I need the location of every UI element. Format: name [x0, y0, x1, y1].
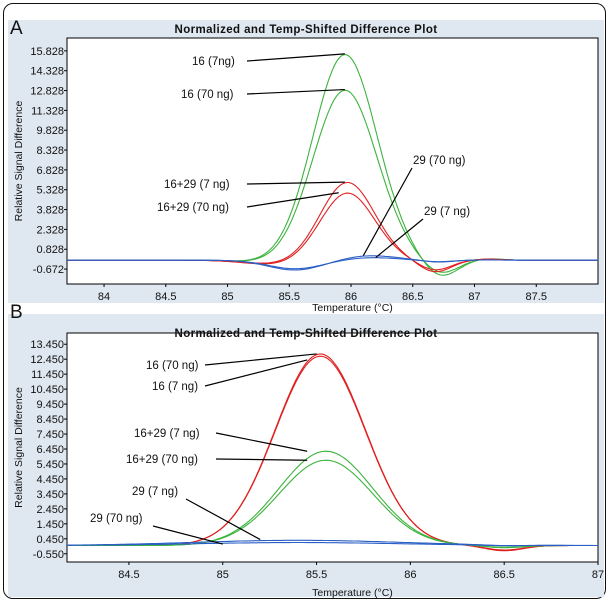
y-tick-label: 0.450: [36, 534, 64, 546]
annotation-label: 16+29 (7 ng): [134, 428, 200, 440]
y-tick-label: 1.450: [36, 519, 64, 531]
x-tick-label: 85: [221, 291, 233, 303]
y-axis-label: Relative Signal Difference: [13, 387, 25, 508]
y-tick-label: 4.450: [36, 474, 64, 486]
annotation-connector: [375, 218, 424, 259]
annotation-connector: [246, 88, 345, 95]
annotation-connector: [246, 192, 339, 208]
y-tick-label: 2.450: [36, 504, 64, 516]
y-tick-label: 3.450: [36, 489, 64, 501]
y-tick-label: 5.450: [36, 459, 64, 471]
x-tick-label: 87.5: [526, 291, 547, 303]
x-tick-label: 84.5: [155, 291, 176, 303]
y-tick-label: 9.828: [36, 125, 64, 137]
y-tick-label: 6.450: [36, 444, 64, 456]
y-tick-label: 3.828: [36, 205, 64, 217]
x-tick-label: 87: [592, 569, 604, 581]
annotation-label: 16 (70 ng): [146, 360, 199, 372]
y-tick-label: 6.828: [36, 165, 64, 177]
annotation-connector: [215, 458, 308, 461]
y-tick-label: -0.672: [33, 264, 64, 276]
y-tick-label: -0.550: [33, 549, 64, 561]
x-tick-label: 84.5: [118, 569, 139, 581]
y-tick-label: 0.828: [36, 244, 64, 256]
y-tick-label: 10.450: [30, 384, 64, 396]
panel-b-letter: B: [10, 302, 23, 323]
y-tick-label: 7.450: [36, 429, 64, 441]
y-tick-label: 14.328: [30, 66, 64, 78]
annotation-label: 16+29 (70 ng): [157, 202, 229, 214]
series-line-6: [67, 541, 598, 547]
x-tick-label: 86: [345, 291, 357, 303]
x-axis-label: Temperature (°C): [312, 302, 393, 314]
annotation-label: 16+29 (70 ng): [126, 454, 198, 466]
y-tick-label: 13.450: [30, 339, 64, 351]
x-axis-label: Temperature (°C): [312, 587, 393, 599]
plot-area: [66, 332, 599, 563]
annotation-label: 29 (7 ng): [132, 486, 178, 498]
y-tick-label: 8.450: [36, 414, 64, 426]
y-tick-label: 11.328: [31, 105, 64, 117]
annotation-label: 29 (7 ng): [424, 206, 470, 218]
x-tick-label: 86.5: [493, 569, 514, 581]
annotation-connector: [246, 53, 345, 62]
y-tick-label: 15.828: [30, 46, 64, 58]
annotation-connector: [215, 432, 308, 452]
annotation-label: 16 (7 ng): [152, 381, 198, 393]
series-line-6: [67, 257, 598, 270]
y-tick-label: 2.328: [36, 224, 64, 236]
annotation-label: 16+29 (7 ng): [164, 179, 230, 191]
y-axis-label: Relative Signal Difference: [13, 101, 25, 222]
series-line-4: [67, 459, 598, 548]
figure-frame: [3, 3, 606, 599]
annotation-connector: [185, 498, 261, 541]
x-tick-label: 84: [98, 291, 110, 303]
x-tick-label: 85: [217, 569, 229, 581]
y-tick-label: 12.450: [30, 354, 64, 366]
annotation-connector: [204, 359, 308, 387]
x-tick-label: 86.5: [402, 291, 423, 303]
annotation-label: 16 (7ng): [192, 56, 235, 68]
chart-title: Normalized and Temp-Shifted Difference P…: [175, 328, 438, 340]
annotation-label: 16 (70 ng): [181, 89, 234, 101]
x-tick-label: 85.5: [279, 291, 300, 303]
panel-a-letter: A: [10, 18, 23, 39]
y-tick-label: 12.828: [30, 86, 64, 98]
chart-title: Normalized and Temp-Shifted Difference P…: [175, 24, 438, 36]
annotation-label: 29 (70 ng): [90, 513, 143, 525]
x-tick-label: 87: [468, 291, 480, 303]
y-tick-label: 5.328: [36, 185, 64, 197]
annotation-connector: [362, 167, 413, 256]
y-tick-label: 8.328: [36, 145, 64, 157]
plot-area: [66, 37, 599, 285]
annotation-connector: [204, 353, 317, 366]
x-tick-label: 86: [404, 569, 416, 581]
x-tick-label: 85.5: [306, 569, 327, 581]
annotation-label: 29 (70 ng): [413, 155, 466, 167]
y-tick-label: 11.450: [31, 369, 64, 381]
y-tick-label: 9.450: [36, 399, 64, 411]
annotation-connector: [246, 181, 345, 185]
annotation-connector: [152, 525, 223, 545]
